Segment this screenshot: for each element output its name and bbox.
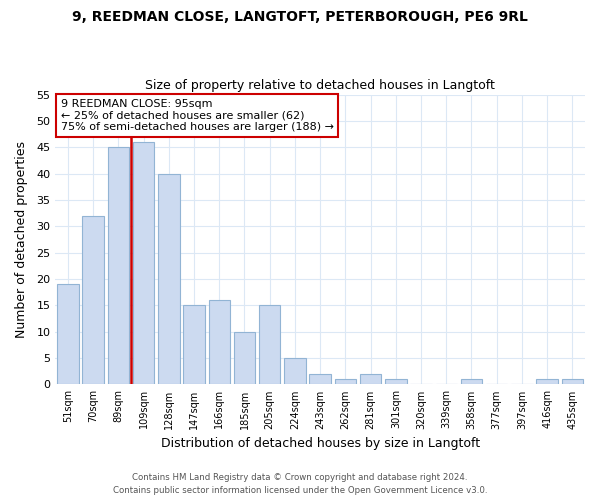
Bar <box>335 379 356 384</box>
Bar <box>310 374 331 384</box>
Bar <box>284 358 305 384</box>
Y-axis label: Number of detached properties: Number of detached properties <box>15 141 28 338</box>
Title: Size of property relative to detached houses in Langtoft: Size of property relative to detached ho… <box>145 79 495 92</box>
Bar <box>184 306 205 384</box>
Bar <box>385 379 407 384</box>
Bar <box>57 284 79 384</box>
Bar <box>461 379 482 384</box>
Bar <box>82 216 104 384</box>
Bar <box>158 174 179 384</box>
Bar <box>107 148 129 384</box>
Text: 9, REEDMAN CLOSE, LANGTOFT, PETERBOROUGH, PE6 9RL: 9, REEDMAN CLOSE, LANGTOFT, PETERBOROUGH… <box>72 10 528 24</box>
Bar <box>259 306 280 384</box>
Bar <box>360 374 382 384</box>
Text: Contains HM Land Registry data © Crown copyright and database right 2024.
Contai: Contains HM Land Registry data © Crown c… <box>113 474 487 495</box>
Bar <box>562 379 583 384</box>
Bar <box>209 300 230 384</box>
X-axis label: Distribution of detached houses by size in Langtoft: Distribution of detached houses by size … <box>161 437 480 450</box>
Bar <box>133 142 154 384</box>
Bar <box>234 332 255 384</box>
Text: 9 REEDMAN CLOSE: 95sqm
← 25% of detached houses are smaller (62)
75% of semi-det: 9 REEDMAN CLOSE: 95sqm ← 25% of detached… <box>61 99 334 132</box>
Bar <box>536 379 558 384</box>
